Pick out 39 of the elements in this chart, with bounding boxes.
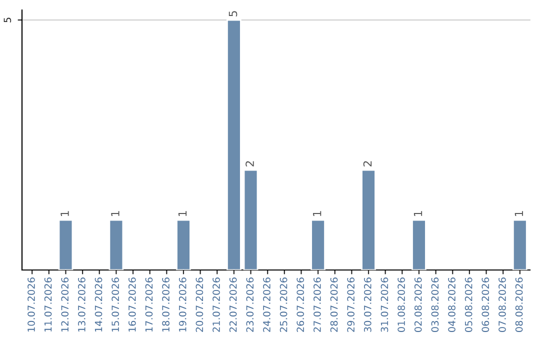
data-label: 5: [228, 11, 238, 16]
x-tick-label: 13.07.2026: [78, 278, 86, 332]
x-tick-label: 05.08.2026: [464, 278, 472, 332]
x-tick-label: 29.07.2026: [347, 278, 355, 332]
x-tick-label: 04.08.2026: [448, 278, 456, 332]
x-tick-label: 02.08.2026: [414, 278, 422, 332]
x-tick-label: 03.08.2026: [431, 278, 439, 332]
data-label: 1: [178, 211, 187, 216]
x-tick-label: 15.07.2026: [112, 278, 120, 332]
x-tick-label: 10.07.2026: [28, 278, 35, 332]
data-label: 1: [60, 211, 69, 216]
x-tick-label: 24.07.2026: [263, 278, 270, 332]
data-label: 1: [414, 211, 422, 216]
x-tick-label: 08.08.2026: [515, 278, 523, 332]
x-tick-label: 26.07.2026: [296, 278, 304, 332]
x-tick-label: 17.07.2026: [145, 278, 153, 332]
x-tick-label: 11.07.2026: [44, 278, 52, 332]
x-tick-label: 19.07.2026: [178, 278, 186, 332]
x-tick-label: 12.07.2026: [61, 278, 69, 332]
x-tick-label: 07.08.2026: [498, 278, 506, 332]
x-tick-label: 23.07.2026: [246, 278, 254, 332]
x-tick-label: 18.07.2026: [162, 278, 170, 332]
x-tick-label: 27.07.2026: [314, 278, 321, 332]
x-tick-label: 25.07.2026: [280, 278, 288, 332]
data-label: 1: [313, 211, 322, 216]
x-tick-label: 28.07.2026: [330, 278, 338, 332]
x-tick-label: 20.07.2026: [196, 278, 204, 332]
data-label: 2: [246, 161, 254, 166]
data-label: 1: [514, 211, 523, 216]
x-tick-label: 31.07.2026: [380, 278, 388, 332]
x-tick-label: 16.07.2026: [128, 278, 136, 332]
x-tick-label: 06.08.2026: [482, 278, 490, 332]
data-label: 1: [111, 211, 120, 216]
x-tick-label: 30.07.2026: [364, 278, 372, 332]
x-tick-label: 22.07.2026: [229, 278, 237, 332]
data-label: 2: [363, 161, 372, 166]
x-tick-label: 01.08.2026: [398, 278, 405, 332]
x-tick-label: 14.07.2026: [94, 278, 102, 332]
x-tick-label: 21.07.2026: [212, 278, 220, 332]
